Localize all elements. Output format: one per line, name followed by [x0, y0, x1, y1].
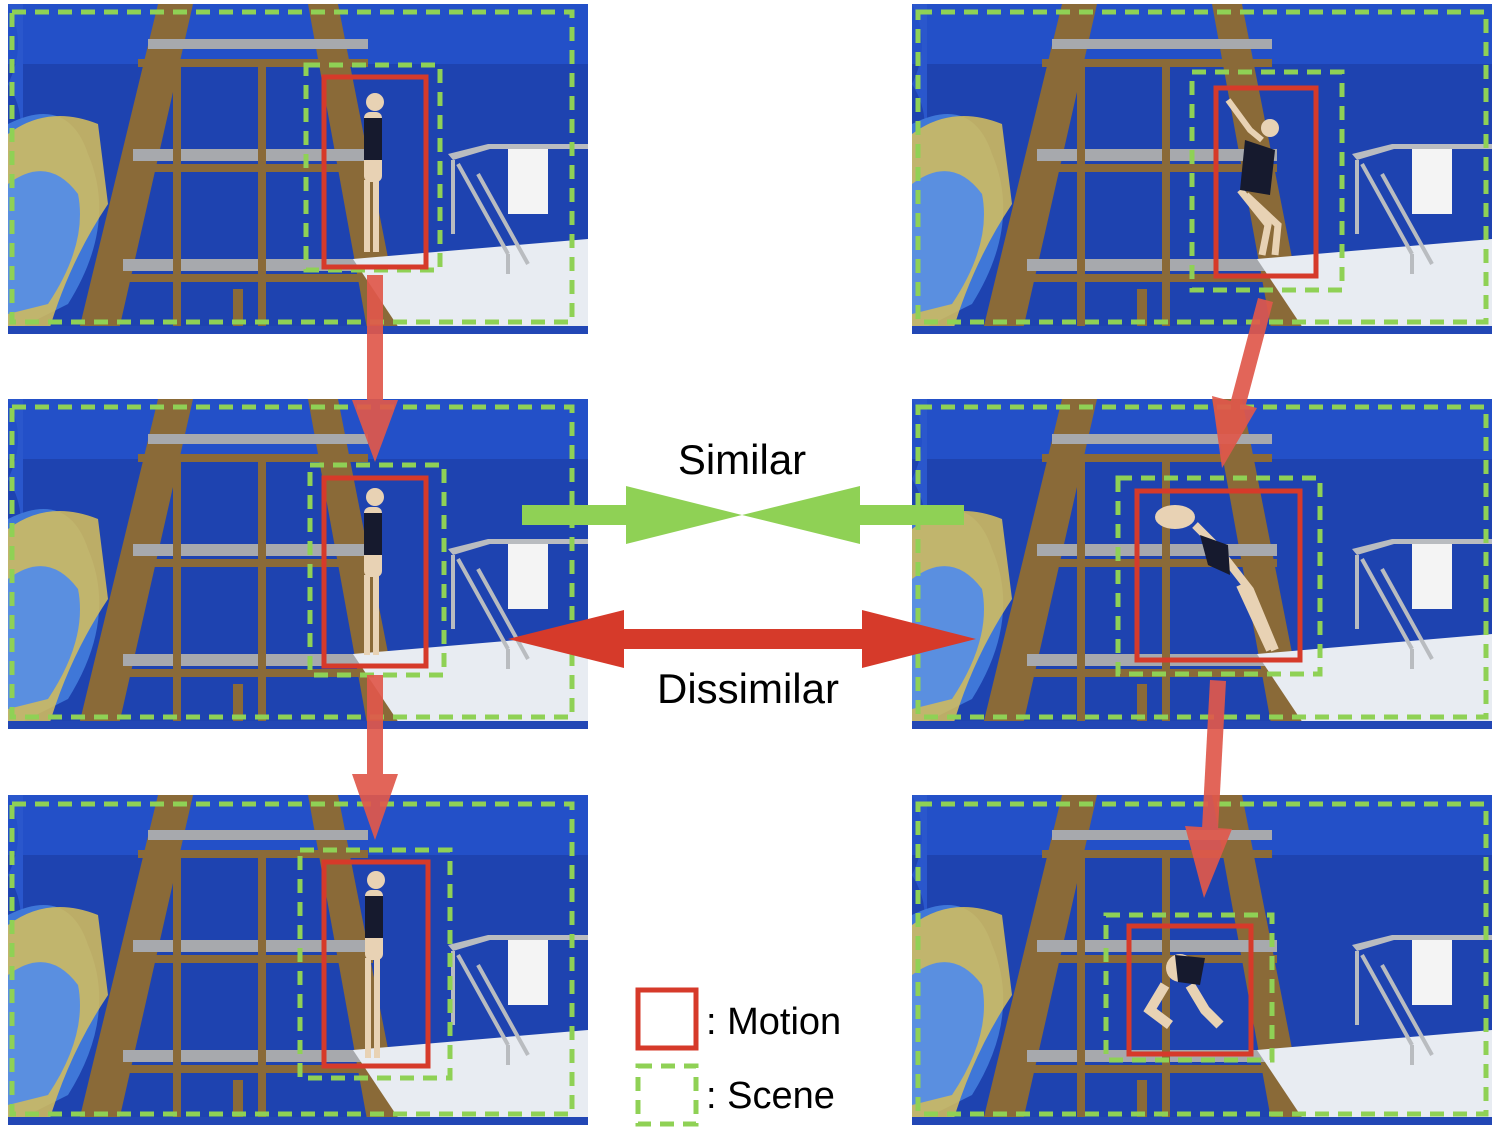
frame-arrow-left-1	[352, 275, 398, 462]
scene-frame-right-1	[912, 4, 1492, 334]
frame-arrow-left-2	[352, 675, 398, 840]
legend-scene-swatch	[635, 1063, 699, 1127]
dissimilar-arrow	[508, 610, 976, 668]
legend-scene-label: : Scene	[706, 1075, 835, 1117]
similar-arrow	[522, 486, 964, 544]
legend: : Motion : Scene	[635, 987, 841, 1127]
scene-frame-right-2	[912, 399, 1492, 729]
legend-motion-swatch	[635, 987, 699, 1051]
scene-frame-left-3	[8, 795, 588, 1125]
dissimilar-label: Dissimilar	[657, 665, 839, 712]
similar-label: Similar	[678, 436, 806, 483]
scene-frame-left-1	[8, 4, 588, 334]
frame-arrow-right-2	[1185, 680, 1232, 898]
frame-arrow-right-1	[1212, 298, 1273, 468]
scene-frame-right-3	[912, 795, 1492, 1125]
scene-frame-left-2	[8, 399, 588, 729]
legend-motion-label: : Motion	[706, 1001, 841, 1043]
